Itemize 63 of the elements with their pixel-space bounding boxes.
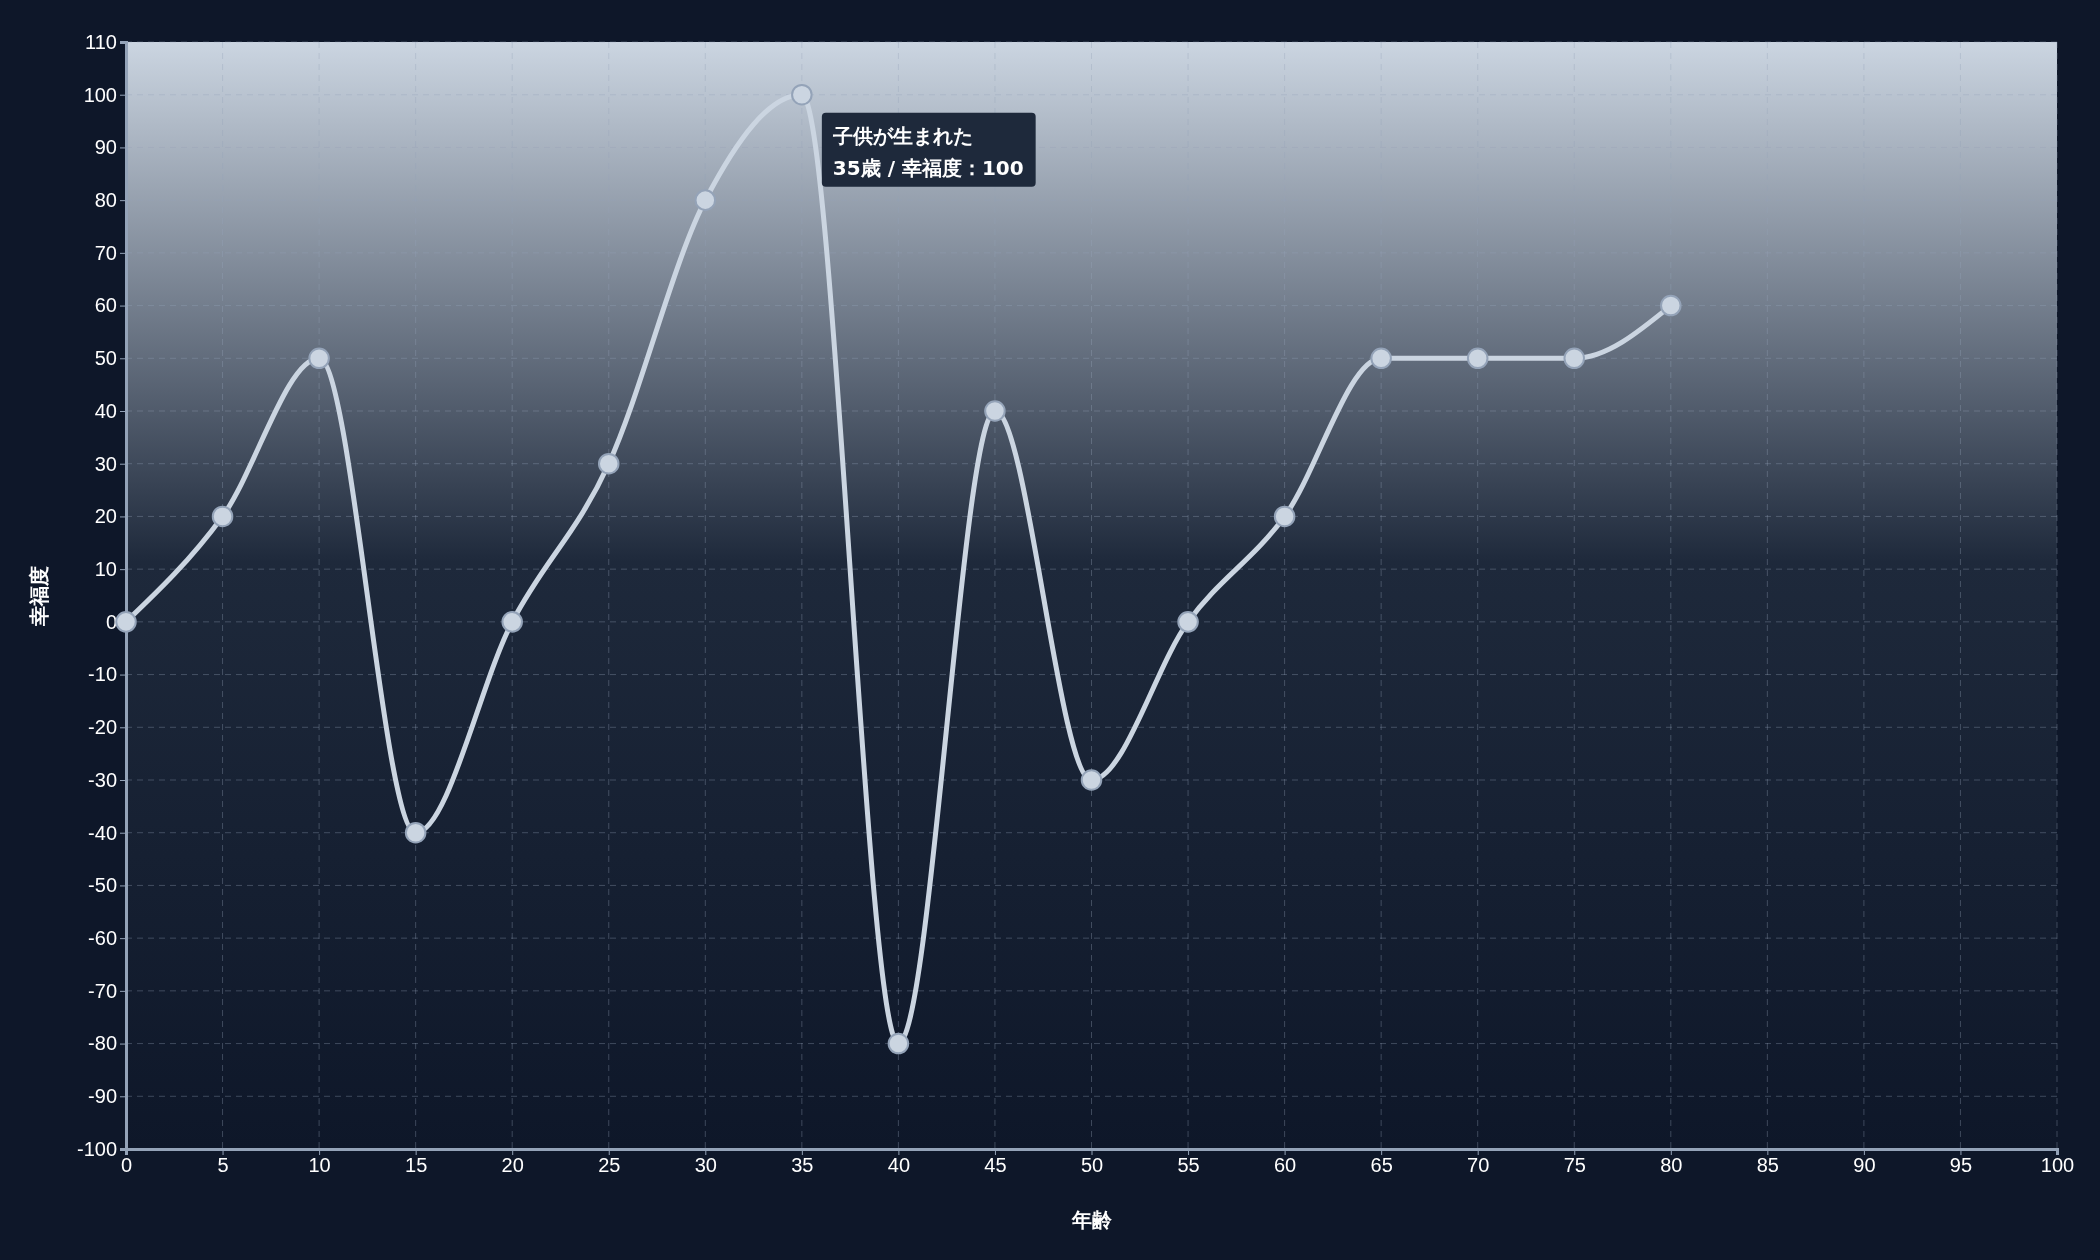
x-tick-label: 35 xyxy=(791,1154,814,1177)
point xyxy=(1273,505,1296,528)
x-tick-label: 95 xyxy=(1949,1154,1973,1177)
y-tick-label: -60 xyxy=(88,927,117,950)
x-tick-label: 25 xyxy=(598,1154,621,1177)
x-tick-label: 60 xyxy=(1273,1154,1297,1177)
point xyxy=(211,505,234,528)
x-tick-label: 40 xyxy=(887,1154,911,1177)
x-tick-label: 75 xyxy=(1563,1154,1586,1177)
y-tick-label: 20 xyxy=(94,505,117,528)
x-tick-label: 20 xyxy=(501,1154,524,1177)
point xyxy=(1563,347,1586,370)
point xyxy=(694,189,717,211)
y-tick-label: -80 xyxy=(88,1032,117,1055)
point xyxy=(1080,769,1103,791)
x-tick-label: 90 xyxy=(1853,1154,1876,1177)
x-tick-label: 65 xyxy=(1370,1154,1393,1177)
y-tick-label: 10 xyxy=(94,558,117,581)
x-tick-label: 30 xyxy=(694,1154,717,1177)
point xyxy=(1177,611,1199,633)
y-tick-label: 30 xyxy=(94,452,117,475)
point xyxy=(115,611,137,633)
y-tick-label: -40 xyxy=(88,821,117,844)
point xyxy=(1466,347,1489,370)
y-tick-label: -100 xyxy=(76,1137,117,1160)
x-tick-label: 55 xyxy=(1177,1154,1200,1177)
x-tick-label: 10 xyxy=(308,1154,331,1177)
point xyxy=(308,347,330,370)
point xyxy=(984,400,1006,422)
point xyxy=(1370,347,1392,370)
y-tick-label: 100 xyxy=(83,83,117,106)
x-tick-label: 70 xyxy=(1467,1154,1490,1177)
y-tick-label: -70 xyxy=(88,979,117,1002)
y-tick-label: -20 xyxy=(88,716,117,739)
y-tick-label: -10 xyxy=(88,663,117,686)
y-tick-label: 50 xyxy=(94,347,117,370)
point xyxy=(887,1032,910,1055)
y-tick-label: 90 xyxy=(94,136,117,159)
y-tick-label: 0 xyxy=(105,610,117,633)
x-tick-label: 45 xyxy=(984,1154,1007,1177)
x-tick-label: 80 xyxy=(1660,1154,1683,1177)
x-tick-label: 15 xyxy=(405,1154,428,1177)
y-tick-label: -90 xyxy=(88,1085,117,1108)
x-tick-label: 5 xyxy=(217,1154,229,1177)
y-tick-label: 40 xyxy=(94,399,117,422)
x-tick-label: 0 xyxy=(120,1154,133,1177)
x-tick-label: 85 xyxy=(1756,1154,1779,1177)
x-tick-label: 50 xyxy=(1080,1154,1104,1177)
y-axis-title: 幸福度 xyxy=(27,565,51,627)
y-tick-label: 80 xyxy=(94,189,117,212)
y-tick-label: 70 xyxy=(94,241,117,264)
point xyxy=(501,611,523,633)
y-tick-label: -50 xyxy=(88,874,117,897)
point xyxy=(597,452,620,475)
annotation: 子供が生まれた 35歳 / 幸福度：100 xyxy=(831,123,1024,180)
y-tick-label: 110 xyxy=(85,30,117,53)
point xyxy=(1660,294,1682,317)
point xyxy=(791,83,813,106)
x-tick-label: 100 xyxy=(2040,1154,2075,1177)
x-axis-title: 年齢 xyxy=(1070,1208,1113,1232)
point xyxy=(404,821,427,844)
y-tick-label: -30 xyxy=(88,768,117,791)
y-tick-label: 60 xyxy=(94,294,117,317)
